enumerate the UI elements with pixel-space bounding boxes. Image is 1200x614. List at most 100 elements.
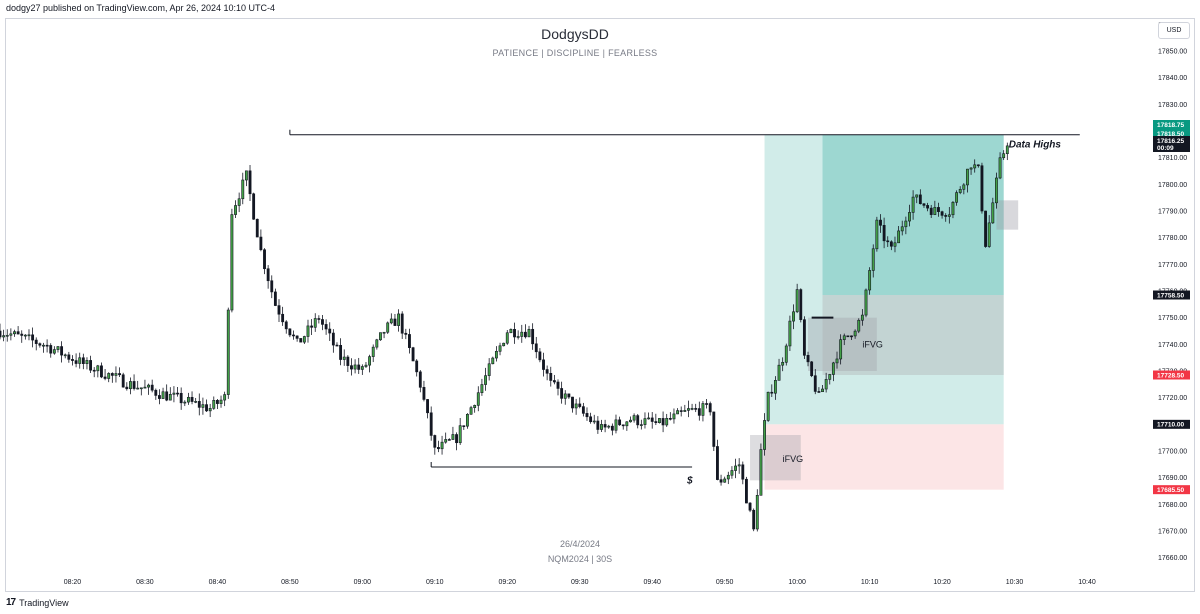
candle [241,172,245,205]
candle-body [255,218,259,238]
candle [625,421,629,431]
candle-body [364,364,368,367]
candle [516,330,520,340]
candle-body [705,403,708,405]
candle [777,358,781,381]
candle [712,411,716,452]
candle [223,391,227,407]
candle [190,391,194,405]
candle [357,357,361,374]
price-tick-label: 17770.00 [1158,262,1187,269]
time-tick-label: 08:50 [281,579,299,586]
candle [81,353,85,370]
candle-body [205,404,208,412]
candle-body [266,268,270,282]
candle-body [962,184,966,190]
candle-body [110,373,114,376]
candle-body [792,311,795,322]
candle-body [759,449,763,496]
candle [850,335,853,341]
candle-body [621,424,625,427]
candle-body [821,388,824,393]
candle [889,240,893,251]
brand-footer[interactable]: 17 TradingView [6,597,69,608]
candle [817,387,821,393]
candle-body [882,225,886,242]
currency-button[interactable]: USD [1158,22,1190,39]
candle-body [397,313,400,326]
candle [763,413,766,456]
candle-body [502,342,506,347]
candle [929,204,933,218]
candle-body [31,334,35,341]
candle [1002,150,1006,160]
candle-body [273,291,277,306]
candle-body [2,335,6,338]
candle-body [868,270,872,291]
candle-body [748,502,752,511]
candle [118,367,121,377]
candle-body [335,344,339,347]
candle [918,189,922,205]
candle-body [121,374,125,388]
candle-body [947,214,951,217]
candle-body [654,421,658,424]
candle-body [788,320,792,347]
candle-body [107,373,111,379]
candle [708,401,712,416]
candle [498,342,502,356]
candle-body [60,346,64,356]
candle-body [755,495,759,530]
candle [904,216,908,235]
candle-body [708,403,712,413]
candle [201,397,205,415]
candle [219,395,223,408]
ifvg-label-low: iFVG [783,454,804,464]
candle-body [629,419,632,423]
candle [947,207,951,224]
candle [748,502,752,513]
candle [552,374,556,385]
candle [726,471,730,485]
candle-body [603,424,607,428]
candle [676,408,680,415]
candle-body [295,335,299,339]
candle-body [103,376,107,379]
candle [828,373,832,385]
candle-body [237,198,241,206]
candle [71,355,74,366]
candle [842,333,846,346]
candle [984,210,987,248]
candle-body [734,465,737,471]
candle [440,435,444,455]
candle [38,342,42,348]
candle [92,367,96,378]
candle [302,335,306,344]
candle-body [632,415,636,421]
candle [299,338,303,343]
candle [277,299,281,323]
candle [56,346,60,353]
candle [955,190,959,206]
candle-body [773,380,777,394]
candle-body [487,363,491,376]
candle-body [643,418,647,425]
candle [165,384,169,402]
candle-body [158,395,161,399]
candle-body [538,351,542,361]
candle [610,423,614,436]
candle [600,419,603,433]
candle-body [34,339,38,344]
candle [433,434,437,455]
candle-body [400,313,404,334]
candle-body [523,331,527,338]
candle [940,210,944,219]
candle-body [552,380,556,383]
candle-body [716,446,719,480]
candle-body [966,168,969,186]
candle-body [494,350,498,359]
candle [770,384,774,398]
time-tick-label: 09:50 [716,579,734,586]
candle-body [96,365,100,372]
